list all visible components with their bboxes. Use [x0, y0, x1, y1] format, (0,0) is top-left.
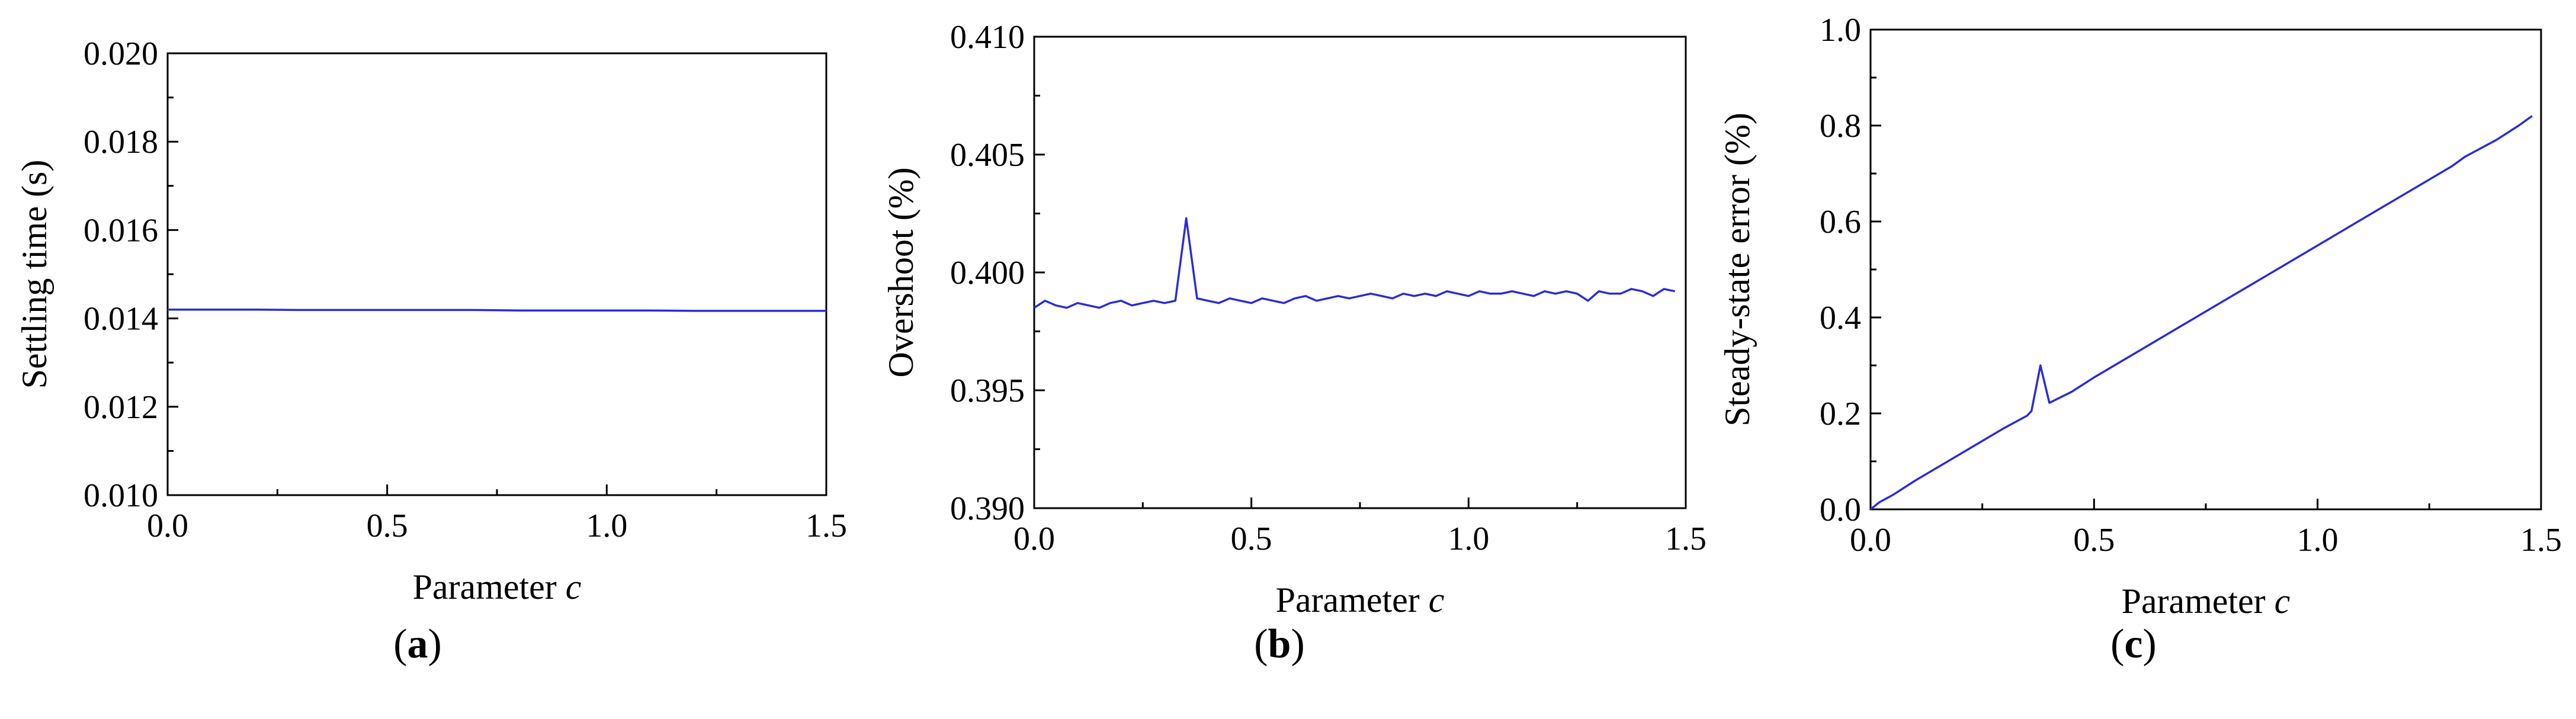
x-tick-label: 1.5 [1665, 521, 1706, 557]
panel-caption-a: (a) [393, 621, 442, 667]
panel-caption-b: (b) [1254, 621, 1305, 667]
x-tick-label: 0.5 [367, 508, 408, 544]
x-tick-label: 1.0 [2297, 522, 2338, 558]
y-tick-label: 0.6 [1820, 204, 1861, 240]
x-tick-label: 0.0 [1850, 522, 1891, 558]
x-axis-label-variable: c [2275, 582, 2291, 621]
x-tick-label: 1.0 [1448, 521, 1489, 557]
panel-caption-letter: a [407, 621, 428, 667]
plot-frame [166, 52, 827, 496]
panel-caption-letter: c [2124, 621, 2143, 667]
panel-caption-letter: b [1268, 621, 1291, 667]
y-axis-label: Settling time (s) [15, 160, 54, 389]
plot-frame [1033, 36, 1687, 509]
y-tick-label: 0.8 [1820, 108, 1861, 145]
chart-panel-c: 0.0 0.5 1.0 1.50.00.20.40.60.81.0Parameter … [1718, 12, 2562, 621]
y-tick-label: 0.2 [1820, 396, 1861, 432]
x-axis-label-variable: c [566, 567, 582, 606]
y-tick-label: 0.020 [84, 36, 158, 72]
y-tick-label: 0.395 [950, 373, 1025, 409]
panel-caption-c: (c) [2110, 621, 2157, 667]
x-tick-label: 1.5 [2520, 522, 2562, 558]
x-tick-label: 0.5 [1231, 521, 1272, 557]
series-line [1869, 115, 2533, 511]
y-tick-label: 0.016 [84, 212, 158, 249]
series-line [168, 308, 826, 312]
y-tick-label: 0.0 [1820, 492, 1861, 528]
x-tick-label: 0.5 [2073, 522, 2115, 558]
y-tick-label: 1.0 [1820, 12, 1861, 49]
series-line [1034, 217, 1676, 309]
x-axis-label-variable: c [1429, 580, 1445, 620]
y-tick-label: 0.4 [1820, 300, 1861, 336]
x-tick-label: 1.5 [806, 508, 847, 544]
chart-panel-a: 0.0 0.5 1.0 1.5 0.010 0.012 0.014 0.016 0.018 0.0… [15, 36, 847, 606]
y-tick-label: 0.010 [84, 477, 158, 514]
x-axis-label: Parameter c [2122, 582, 2291, 621]
y-axis-label: Steady-state error (%) [1718, 113, 1757, 426]
chart-panel-b: 0.0 0.5 1.0 1.5 0.390 0.395 0.400 0.405 0.410 Par… [881, 19, 1706, 620]
y-tick-label: 0.012 [84, 389, 158, 426]
y-tick-label: 0.390 [950, 490, 1025, 527]
y-axis-label: Overshoot (%) [881, 168, 920, 378]
x-tick-label: 0.0 [147, 508, 188, 544]
y-tick-label: 0.410 [950, 19, 1025, 56]
x-tick-label: 0.0 [1013, 521, 1055, 557]
x-axis-label: Parameter c [1276, 580, 1445, 620]
plot-frame [1869, 28, 2542, 511]
y-tick-label: 0.018 [84, 124, 158, 161]
x-tick-label: 1.0 [586, 508, 627, 544]
x-axis-label: Parameter c [413, 567, 582, 606]
y-tick-label: 0.400 [950, 255, 1025, 291]
y-tick-label: 0.014 [84, 301, 158, 338]
y-tick-label: 0.405 [950, 137, 1025, 174]
